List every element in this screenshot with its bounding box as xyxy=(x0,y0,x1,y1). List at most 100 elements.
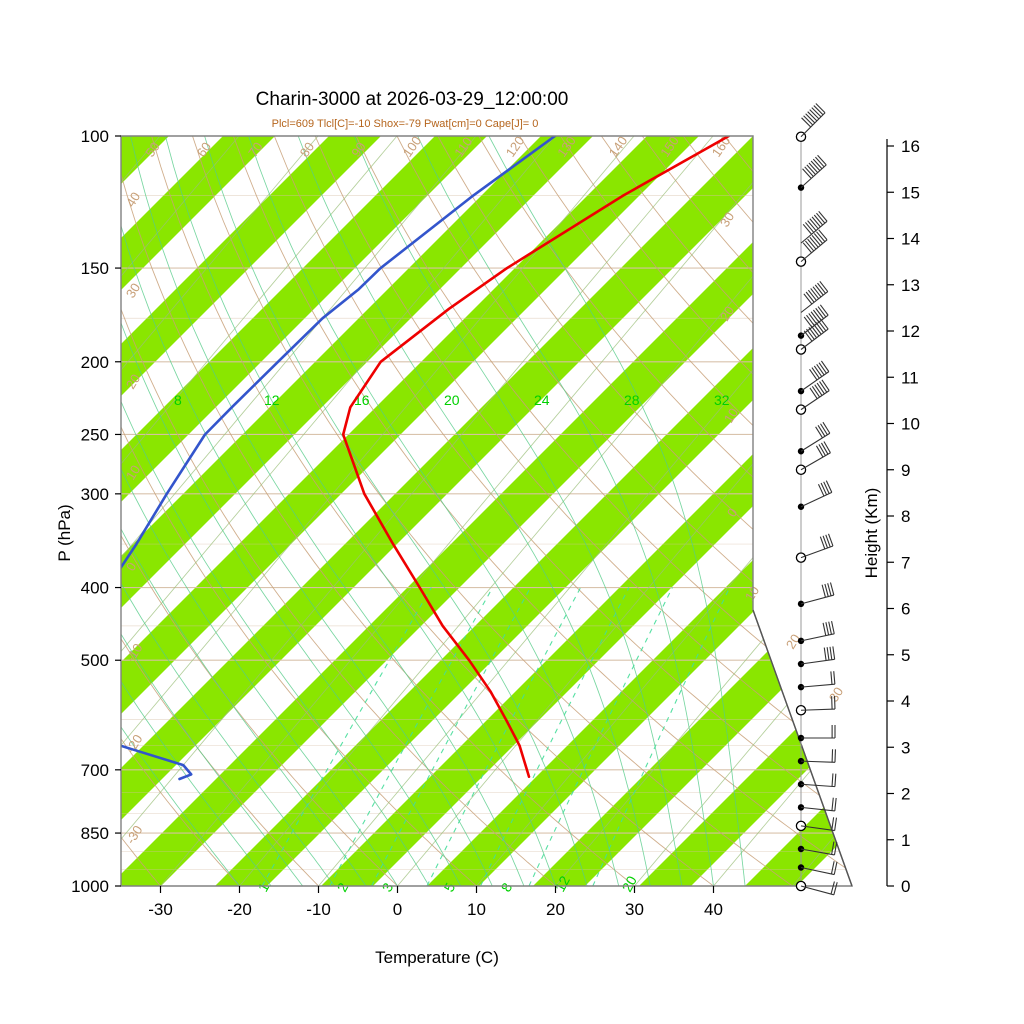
moist-adiabat-line xyxy=(121,136,398,886)
wind-barb-flag xyxy=(818,444,826,456)
wind-barb-flag xyxy=(810,311,820,323)
wind-barb-flag xyxy=(830,861,835,875)
dry-adiabat-line xyxy=(314,136,852,886)
wind-barb-flag xyxy=(818,210,828,222)
wind-barb-flag xyxy=(809,368,818,381)
wind-barb[interactable] xyxy=(795,318,829,355)
height-tick-label: 13 xyxy=(901,276,920,295)
wind-barb[interactable] xyxy=(800,280,829,313)
mixing-ratio-line xyxy=(261,587,432,886)
wind-barb[interactable] xyxy=(797,421,831,455)
isotherm-line xyxy=(160,136,793,886)
height-tick-label: 3 xyxy=(901,738,910,757)
moist-adiabat-line xyxy=(164,136,556,886)
wind-barb-flag xyxy=(805,291,815,303)
moist-adiabat-line xyxy=(121,136,304,886)
wind-barb-flag xyxy=(831,797,834,811)
wind-barb-flag xyxy=(809,218,819,230)
wind-barb-flag xyxy=(821,379,830,391)
wind-barb[interactable] xyxy=(797,582,835,608)
dry-adiabat-top-label: 80 xyxy=(297,139,318,159)
wind-barb-flag xyxy=(802,223,812,235)
temperature-tick-label: -30 xyxy=(148,900,173,919)
isotherm-value-label: 20 xyxy=(444,392,460,408)
wind-barb[interactable] xyxy=(797,749,836,765)
wind-barb-flag xyxy=(819,280,829,292)
wind-barb[interactable] xyxy=(797,671,836,691)
wind-barb-flag xyxy=(807,289,817,301)
wind-barb[interactable] xyxy=(797,154,827,191)
height-tick-label: 12 xyxy=(901,322,920,341)
wind-barb[interactable] xyxy=(797,620,835,645)
wind-barb-flag xyxy=(811,107,822,118)
wind-barb-flag xyxy=(813,105,824,116)
wind-barb-flag xyxy=(832,646,836,660)
wind-barb-flag xyxy=(825,622,830,636)
pressure-tick-label: 500 xyxy=(81,651,109,670)
wind-barb-shaft xyxy=(800,452,831,471)
mixing-ratio-line xyxy=(480,587,630,886)
wind-barb[interactable] xyxy=(795,817,838,832)
moist-adiabat-line xyxy=(121,136,240,886)
isotherm-value-label: 28 xyxy=(624,392,640,408)
wind-barb-flag xyxy=(812,286,822,298)
wind-barb[interactable] xyxy=(797,360,830,395)
wind-barb[interactable] xyxy=(797,841,838,856)
wind-barb-flag xyxy=(815,103,826,114)
wind-barb-flag xyxy=(812,309,822,321)
isotherm-line xyxy=(121,136,398,886)
pressure-tick-label: 150 xyxy=(81,259,109,278)
wind-barb-flag xyxy=(831,817,835,831)
wind-barb[interactable] xyxy=(797,773,837,788)
wind-barb-flag xyxy=(834,797,837,811)
dewpoint-curve xyxy=(121,136,557,781)
dry-adiabat-line xyxy=(232,136,852,886)
wind-barb[interactable] xyxy=(795,229,828,267)
wind-barb-flag xyxy=(818,362,827,374)
moist-adiabat-line xyxy=(121,136,335,886)
wind-barb-flag xyxy=(815,445,824,458)
wind-barb-flag xyxy=(811,385,821,398)
height-tick-label: 10 xyxy=(901,415,920,434)
mixing-ratio-line xyxy=(426,587,582,886)
wind-barb[interactable] xyxy=(795,103,826,142)
wind-barb-flag xyxy=(807,220,817,231)
dry-adiabat-line xyxy=(121,136,556,886)
wind-barb-flag xyxy=(825,480,833,493)
temperature-tick-label: 30 xyxy=(625,900,644,919)
isotherm-line xyxy=(121,136,714,886)
wind-barb-flag xyxy=(816,382,825,395)
wind-barb[interactable] xyxy=(795,379,830,415)
wind-barb[interactable] xyxy=(797,480,833,510)
wind-barb[interactable] xyxy=(797,861,838,876)
wind-barb-flag xyxy=(803,330,813,342)
wind-barb-flag xyxy=(815,156,825,168)
wind-barb-flag xyxy=(819,318,829,330)
wind-barb[interactable] xyxy=(795,533,834,563)
wind-barb[interactable] xyxy=(797,797,837,812)
wind-barb-flag xyxy=(830,671,833,685)
wind-barb[interactable] xyxy=(795,880,838,896)
y-axis-label: P (hPa) xyxy=(55,504,74,561)
wind-barb[interactable] xyxy=(797,725,836,742)
wind-barb-flag xyxy=(806,164,816,175)
temperature-tick-label: -20 xyxy=(227,900,252,919)
wind-barb[interactable] xyxy=(795,696,836,716)
wind-barb-flag xyxy=(817,282,826,294)
height-tick-label: 1 xyxy=(901,831,910,850)
wind-barb-flag xyxy=(823,647,827,661)
wind-barb[interactable] xyxy=(797,646,836,668)
dry-adiabat-line xyxy=(121,136,240,886)
wind-barb-flag xyxy=(815,321,824,333)
wind-barb[interactable] xyxy=(800,210,828,244)
plot-frame xyxy=(120,135,853,887)
wind-barb[interactable] xyxy=(795,441,831,475)
dry-adiabat-line xyxy=(121,136,319,886)
wind-barb-flag xyxy=(807,238,817,250)
wind-barb-flag xyxy=(808,162,819,173)
wind-barb-flag xyxy=(831,841,835,855)
moist-adiabat-line xyxy=(248,136,620,886)
wind-barb-flag xyxy=(820,423,828,436)
height-tick-label: 9 xyxy=(901,461,910,480)
